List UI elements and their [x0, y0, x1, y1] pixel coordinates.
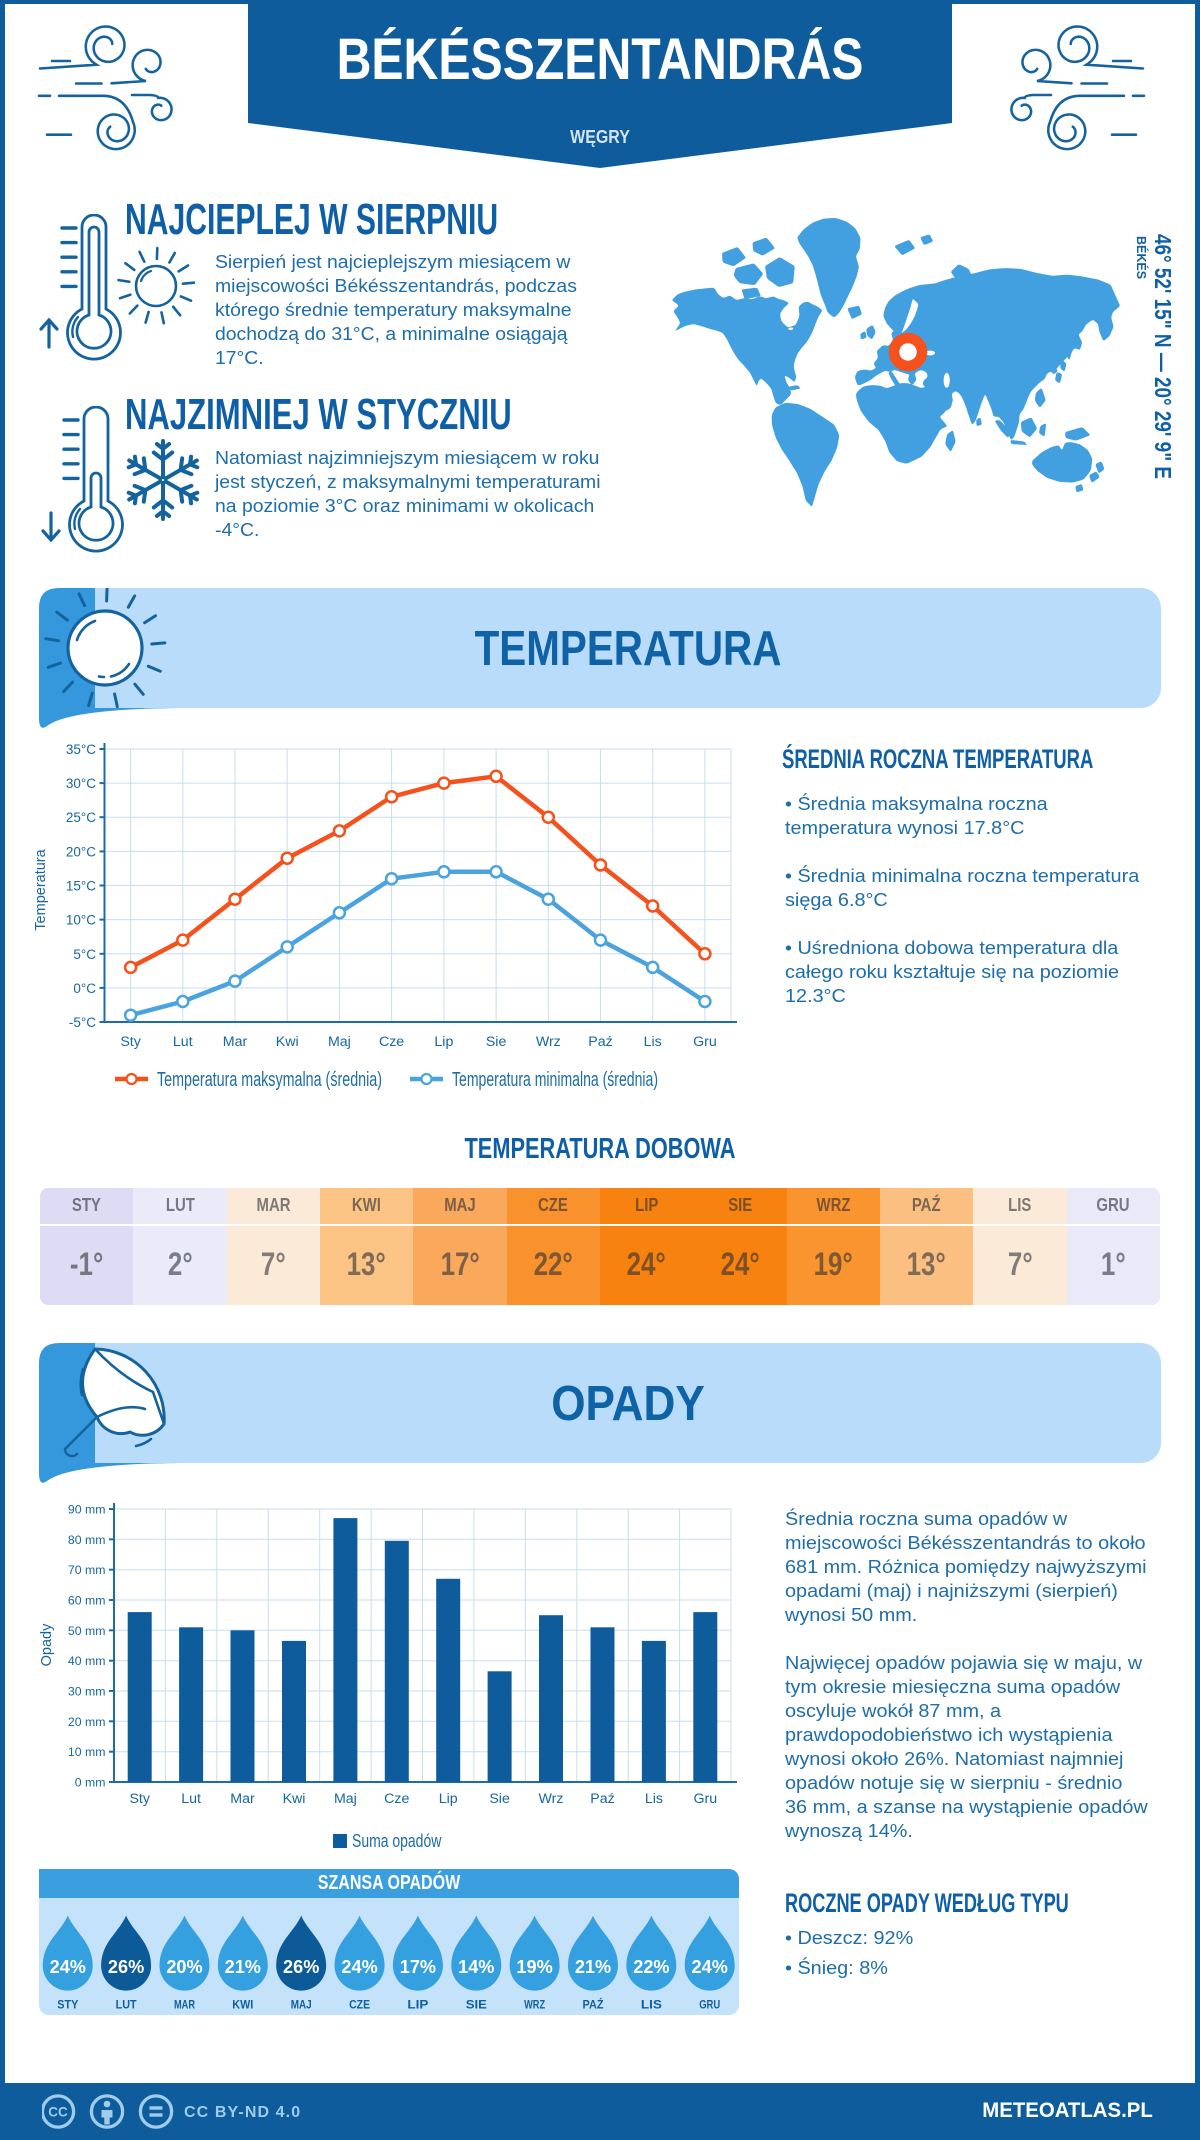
svg-text:Sie: Sie: [489, 1791, 510, 1807]
svg-text:CC: CC: [48, 2105, 68, 2120]
svg-text:LIP: LIP: [407, 1998, 428, 2012]
svg-text:0 mm: 0 mm: [75, 1776, 106, 1790]
svg-text:Lis: Lis: [644, 1034, 662, 1050]
svg-text:CZE: CZE: [349, 1998, 370, 2012]
svg-text:14%: 14%: [458, 1957, 494, 1977]
svg-text:LIS: LIS: [641, 1998, 662, 2012]
svg-text:KWI: KWI: [232, 1998, 253, 2012]
svg-text:Kwi: Kwi: [276, 1034, 299, 1050]
svg-text:Temperatura: Temperatura: [33, 848, 49, 930]
svg-text:90 mm: 90 mm: [68, 1503, 106, 1517]
svg-text:5°C: 5°C: [73, 947, 96, 962]
svg-text:Temperatura minimalna (średnia: Temperatura minimalna (średnia): [452, 1069, 658, 1091]
svg-text:Kwi: Kwi: [283, 1791, 306, 1807]
svg-text:PAŹ: PAŹ: [583, 1998, 604, 2012]
svg-text:LUT: LUT: [116, 1998, 138, 2012]
svg-text:Cze: Cze: [384, 1791, 409, 1807]
svg-text:30°C: 30°C: [66, 776, 96, 791]
svg-text:Wrz: Wrz: [539, 1791, 564, 1807]
svg-text:Paź: Paź: [590, 1791, 614, 1807]
svg-text:MAJ: MAJ: [291, 1998, 312, 2012]
svg-text:GRU: GRU: [699, 1998, 720, 2012]
svg-text:24%: 24%: [50, 1957, 86, 1977]
svg-text:35°C: 35°C: [66, 742, 96, 757]
svg-text:20%: 20%: [166, 1957, 202, 1977]
svg-text:Gru: Gru: [693, 1034, 717, 1050]
svg-text:20 mm: 20 mm: [68, 1715, 106, 1729]
svg-text:20°C: 20°C: [66, 844, 96, 859]
svg-text:MAR: MAR: [174, 1998, 195, 2012]
svg-text:Wrz: Wrz: [536, 1034, 561, 1050]
svg-text:26%: 26%: [283, 1957, 319, 1977]
svg-text:Paź: Paź: [588, 1034, 612, 1050]
svg-text:15°C: 15°C: [66, 879, 96, 894]
svg-text:25°C: 25°C: [66, 810, 96, 825]
svg-text:Sty: Sty: [120, 1034, 141, 1050]
svg-text:Maj: Maj: [334, 1791, 357, 1807]
svg-text:40 mm: 40 mm: [68, 1654, 106, 1668]
svg-text:70 mm: 70 mm: [68, 1563, 106, 1577]
svg-text:26%: 26%: [108, 1957, 144, 1977]
svg-text:Sty: Sty: [129, 1791, 150, 1807]
svg-text:50 mm: 50 mm: [68, 1624, 106, 1638]
svg-text:10°C: 10°C: [66, 913, 96, 928]
svg-text:WRZ: WRZ: [524, 1998, 545, 2012]
svg-text:Cze: Cze: [379, 1034, 404, 1050]
svg-text:-5°C: -5°C: [69, 1015, 96, 1030]
svg-text:Lis: Lis: [645, 1791, 663, 1807]
svg-text:Lip: Lip: [434, 1034, 453, 1050]
svg-text:Lut: Lut: [181, 1791, 201, 1807]
svg-text:60 mm: 60 mm: [68, 1594, 106, 1608]
svg-text:STY: STY: [57, 1998, 78, 2012]
svg-text:Temperatura maksymalna (średni: Temperatura maksymalna (średnia): [157, 1069, 382, 1091]
svg-text:Lut: Lut: [173, 1034, 193, 1050]
svg-text:Gru: Gru: [693, 1791, 717, 1807]
svg-text:SIE: SIE: [466, 1998, 487, 2012]
svg-text:22%: 22%: [633, 1957, 669, 1977]
svg-text:19%: 19%: [516, 1957, 552, 1977]
svg-text:Maj: Maj: [328, 1034, 351, 1050]
svg-text:30 mm: 30 mm: [68, 1685, 106, 1699]
svg-text:Mar: Mar: [223, 1034, 248, 1050]
svg-text:17%: 17%: [400, 1957, 436, 1977]
svg-text:21%: 21%: [225, 1957, 261, 1977]
svg-text:0°C: 0°C: [73, 981, 96, 996]
svg-text:21%: 21%: [575, 1957, 611, 1977]
svg-text:Mar: Mar: [230, 1791, 255, 1807]
svg-text:Sie: Sie: [486, 1034, 507, 1050]
svg-text:24%: 24%: [341, 1957, 377, 1977]
svg-text:Opady: Opady: [39, 1623, 55, 1666]
svg-text:Lip: Lip: [439, 1791, 458, 1807]
svg-text:80 mm: 80 mm: [68, 1533, 106, 1547]
svg-text:24%: 24%: [692, 1957, 728, 1977]
svg-text:10 mm: 10 mm: [68, 1745, 106, 1759]
